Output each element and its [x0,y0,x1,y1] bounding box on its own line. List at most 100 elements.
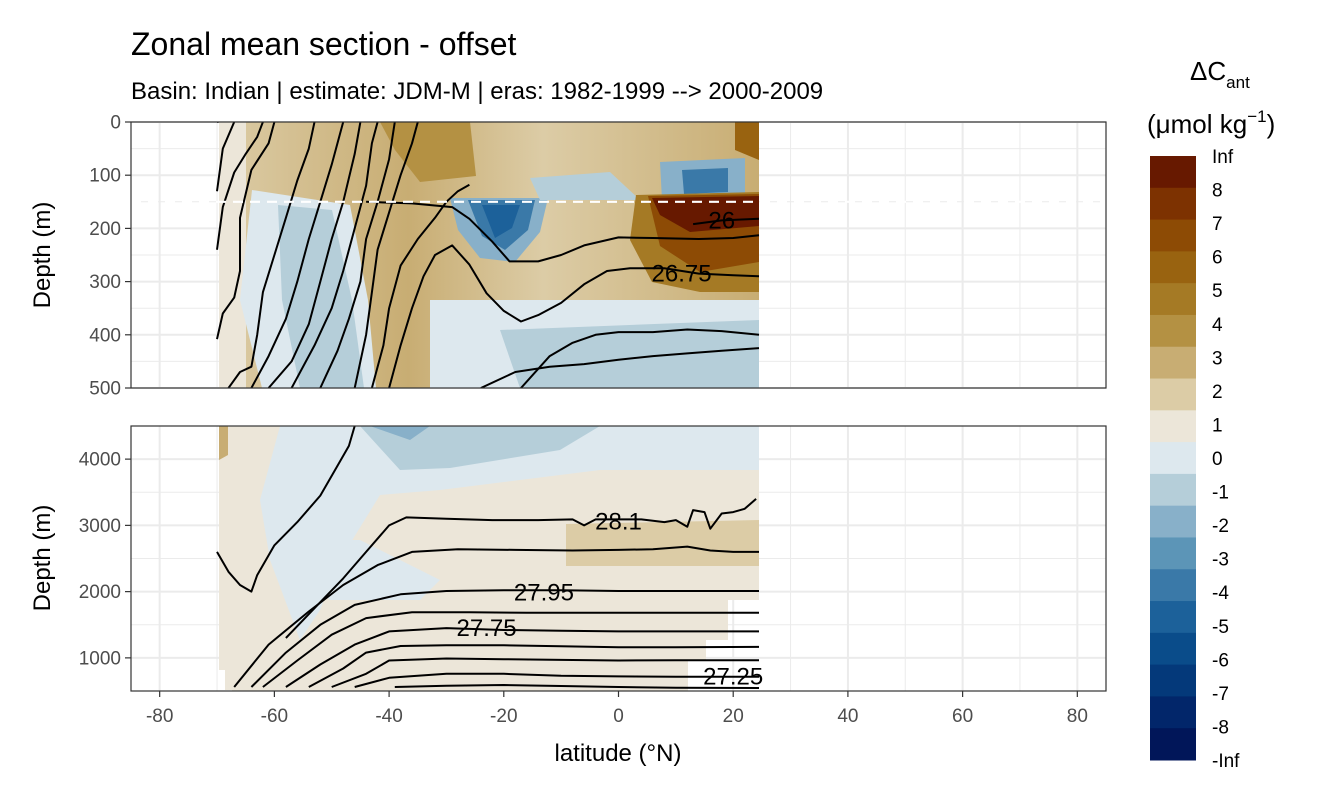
colorbar-swatch [1150,537,1196,570]
colorbar-swatch [1150,283,1196,316]
southern-light-band [219,122,246,388]
lower-panel: 27.25 27.75 27.95 28.1 1000 2000 3000 4000 Dep… [29,425,1107,692]
contour-isopycnal-d [216,122,236,192]
contour-isopycnal-h [250,122,345,388]
contour-deep-isopycnal-4 [308,644,760,688]
x-tick-label: 40 [837,706,858,727]
colorbar-label: -2 [1212,516,1229,537]
upper-y-axis-title: Depth (m) [29,202,56,309]
colorbar-swatch [1150,632,1196,666]
upper-y-tick-label: 300 [89,272,121,293]
lower-y-tick-label: 4000 [79,450,121,471]
contour-deep-isopycnal-6 [262,611,759,688]
contour-label: 27.25 [703,663,763,690]
colorbar-swatch [1150,473,1196,507]
contour-isopycnal-k [319,122,396,388]
contour-isopycnal-f [216,122,276,340]
contour-label: 27.95 [514,579,574,606]
colorbar-label: Inf [1212,147,1234,168]
colorbar-label: -Inf [1212,751,1240,772]
intermediate-negative-core [360,426,600,470]
lower-y-tick-label: 2000 [79,582,121,603]
contour-isopycnal-g [227,122,316,388]
deep-negative-layer [260,426,759,640]
intermediate-negative-center [370,426,430,440]
upper-field: 26 26.75 [131,122,1106,388]
chart-subtitle: Basin: Indian | estimate: JDM-M | eras: … [131,78,823,105]
upper-contour-labels: 26 26.75 [652,207,736,287]
colorbar-swatch [1150,187,1196,221]
colorbar-swatch [1150,728,1196,761]
colorbar-label: 8 [1212,181,1223,202]
upper-y-tick-label: 500 [89,379,121,400]
upper-panel: 26 26.75 0 100 200 300 400 500 Depth (m) [29,113,1107,400]
contour-label: 26 [708,207,735,234]
upper-y-axis: 0 100 200 300 400 500 [89,113,131,400]
contour-isopycnal-o [480,347,760,388]
x-tick-label: -40 [375,706,402,727]
colorbar-label: 5 [1212,281,1223,302]
x-axis-title: latitude (°N) [555,740,682,767]
upper-y-tick-label: 400 [89,325,121,346]
colorbar-legend: ΔCant (μmol kg−1) Inf 8 7 6 5 4 3 2 1 0 -1 -2 -3 -4 -5… [1147,56,1275,772]
lower-field: 27.25 27.75 27.95 28.1 [216,426,764,691]
contour-isopycnal-c [216,122,264,250]
colorbar-swatch [1150,505,1196,538]
southern-deep-positive [219,426,228,460]
upper-contours [216,122,760,388]
colorbar-swatch [1150,664,1196,697]
colorbar-swatch [1150,569,1196,602]
colorbar-label: 7 [1212,214,1223,235]
legend-units: (μmol kg−1) [1147,107,1275,139]
contour-isopycnal-n [388,244,760,388]
contour-isopycnal-l [353,122,419,388]
contour-isopycnal-b [366,200,760,263]
colorbar-swatch [1150,346,1196,380]
colorbar-swatch [1150,314,1196,348]
colorbar-label: 3 [1212,348,1223,369]
northern-positive-center [652,196,759,232]
x-tick-label: 80 [1067,706,1088,727]
contour-label: 26.75 [652,261,712,288]
contour-deep-isopycnal-5 [285,627,759,688]
colorbar-label: -1 [1212,483,1229,504]
lower-contour-labels: 27.25 27.75 27.95 28.1 [457,508,764,690]
colorbar-swatch [1150,378,1196,411]
contour-isopycnal-i [267,122,362,388]
deep-positive-patch [566,520,759,566]
x-tick-label: -20 [490,706,517,727]
thermocline-negative-center [482,205,520,238]
colorbar-swatch [1150,156,1196,189]
colorbar-label: 4 [1212,315,1223,336]
upper-y-tick-label: 0 [110,113,121,134]
x-axis: -80 -60 -40 -20 0 20 40 60 80 [146,691,1088,727]
contour-deep-isopycnal-9 [216,426,356,593]
colorbar-label: -7 [1212,684,1229,705]
chart-title: Zonal mean section - offset [131,26,517,62]
x-tick-label: -60 [261,706,288,727]
contour-isopycnal-p [520,328,760,388]
surface-positive-patch [380,122,476,182]
x-tick-label: -80 [146,706,173,727]
upper-y-tick-label: 100 [89,166,121,187]
upper-panel-border [130,121,1107,389]
subsurface-negative-core [500,320,759,388]
contour-label: 27.75 [457,615,517,642]
lower-y-axis: 1000 2000 3000 4000 [79,450,131,669]
colorbar-swatch [1150,696,1196,729]
colorbar-labels: Inf 8 7 6 5 4 3 2 1 0 -1 -2 -3 -4 -5 -6 -7 -8 -Inf [1212,147,1240,772]
contour-deep-isopycnal-2 [354,672,759,688]
colorbar-label: 6 [1212,248,1223,269]
contour-isopycnal-j [290,122,379,388]
contour-deep-isopycnal-3 [331,657,759,688]
upper-negative-core [682,168,728,194]
legend-title: ΔCant [1190,56,1250,92]
x-tick-label: 60 [952,706,973,727]
lower-y-tick-label: 3000 [79,516,121,537]
colorbar-label: -8 [1212,717,1229,738]
lower-contours [216,426,760,689]
contour-deep-isopycnal-1 [394,684,760,689]
colorbar-label: -5 [1212,617,1229,638]
equatorial-negative-patch [530,172,640,200]
